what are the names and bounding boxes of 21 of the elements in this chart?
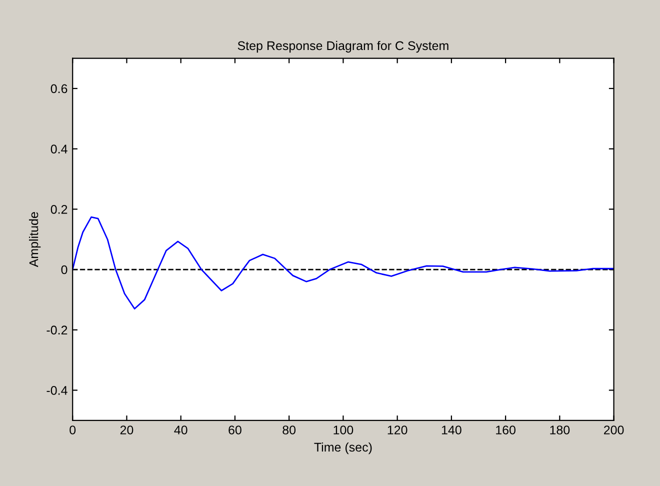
- x-tick-label: 80: [282, 426, 296, 434]
- chart-title: Step Response Diagram for C System: [238, 40, 448, 53]
- y-tick-label: -0.2: [46, 326, 68, 335]
- x-tick-label: 140: [442, 426, 462, 434]
- y-tick-label: 0.2: [50, 204, 68, 214]
- y-axis-title: Amplitude: [28, 212, 41, 268]
- x-tick-label: 200: [604, 426, 624, 434]
- x-tick-label: 20: [120, 426, 134, 434]
- x-tick-label: 60: [228, 426, 242, 434]
- y-tick-label: 0.6: [50, 84, 68, 94]
- x-tick-label: 160: [496, 426, 516, 434]
- x-tick-label: 120: [388, 426, 408, 434]
- y-tick-label: 0: [61, 265, 68, 274]
- x-tick-label: 40: [174, 426, 188, 434]
- y-tick-label: 0.4: [50, 144, 68, 154]
- x-tick-label: 100: [334, 426, 354, 434]
- x-tick-label: 0: [70, 426, 76, 434]
- x-tick-label: 180: [550, 426, 570, 434]
- y-tick-label: -0.4: [46, 386, 68, 395]
- x-axis-title: Time (sec): [314, 442, 372, 454]
- line-series: [72, 216, 614, 310]
